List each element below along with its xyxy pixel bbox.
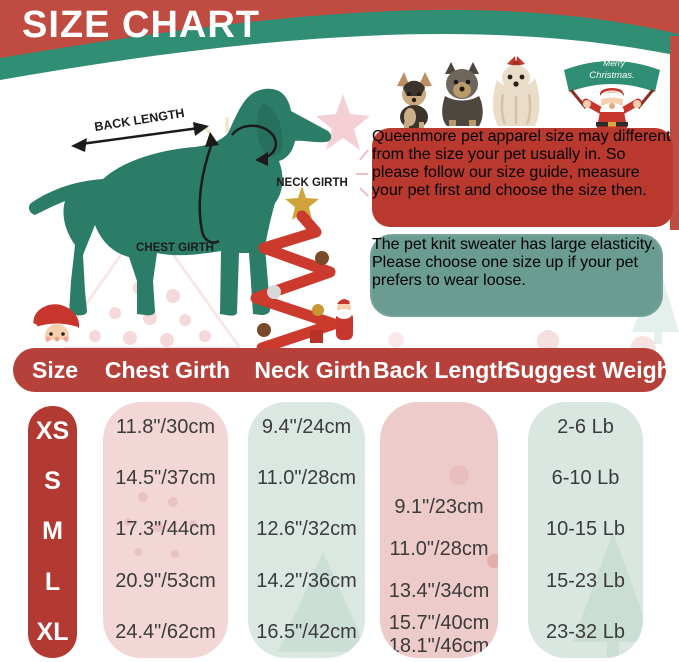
shih-tzu-illustration xyxy=(492,56,540,126)
table-cell: 15-23 Lb xyxy=(546,569,625,592)
table-cell: 10-15 Lb xyxy=(546,518,625,541)
table-cell: 6-10 Lb xyxy=(551,467,620,490)
mini-santa-ornament xyxy=(336,299,355,340)
header-back-length: Back Length xyxy=(372,357,512,383)
santa-illustration: Merry Christmas. xyxy=(564,58,660,138)
table-cell: 11.8"/30cm xyxy=(115,416,215,439)
back-length-label: BACK LENGTH xyxy=(93,106,185,134)
size-label-column: XS S M L XL xyxy=(28,406,77,658)
yorkie-illustration xyxy=(442,62,483,126)
size-label: S xyxy=(44,467,61,496)
pet-photos xyxy=(397,56,540,128)
chest-girth-column: 11.8"/30cm 14.5"/37cm 17.3"/44cm 20.9"/5… xyxy=(103,402,228,658)
faint-circle-decoration xyxy=(388,332,404,348)
chihuahua-illustration xyxy=(397,72,432,128)
flag-christmas-text: Christmas. xyxy=(589,70,634,81)
flag-merry-text: Merry xyxy=(603,58,625,68)
neck-girth-column: 9.4"/24cm 11.0"/28cm 12.6"/32cm 14.2"/36… xyxy=(248,402,365,658)
pinecone-ornament xyxy=(257,323,271,337)
chest-girth-label: CHEST GIRTH xyxy=(136,242,214,254)
header-suggest-weight: Suggest Weight xyxy=(505,357,679,383)
chest-girth-arrow xyxy=(198,132,220,244)
ribbon xyxy=(250,210,340,352)
red-banner-shape xyxy=(0,0,679,58)
back-length-arrow xyxy=(71,122,209,152)
silver-ball-ornament xyxy=(267,285,281,299)
page-title: SIZE CHART xyxy=(22,4,260,46)
size-label: XL xyxy=(36,618,69,647)
sizing-note: Queenmore pet apparel size may different… xyxy=(372,128,673,227)
table-cell: 11.0"/28cm xyxy=(256,467,356,490)
dog-silhouette-illustration: BACK LENGTH NECK GIRTH CHEST GIRTH xyxy=(28,88,348,316)
table-cell: 2-6 Lb xyxy=(557,416,614,439)
ribbon-tree-illustration xyxy=(250,186,355,352)
in-pill-dot-decoration xyxy=(449,465,469,485)
pinecone-ornament xyxy=(315,251,329,265)
size-label: L xyxy=(44,567,61,596)
elasticity-note: The pet knit sweater has large elasticit… xyxy=(372,236,661,315)
table-cell: 20.9"/53cm xyxy=(115,569,216,592)
table-cell: 13.4"/34cm xyxy=(388,579,490,602)
dog-body xyxy=(28,88,332,316)
header-chest-girth: Chest Girth xyxy=(104,357,231,383)
table-cell: 14.2"/36cm xyxy=(256,569,357,592)
top-banner xyxy=(0,0,679,230)
table-cell: 24.4"/62cm xyxy=(115,620,216,643)
table-cell: 18.1"/46cm xyxy=(388,635,490,657)
size-label: XS xyxy=(35,416,70,445)
table-cell: 9.1"/23cm xyxy=(394,495,484,518)
right-edge-red-strip xyxy=(670,36,679,230)
table-cell: 12.6"/32cm xyxy=(256,518,357,541)
in-pill-dot-decoration xyxy=(487,554,498,568)
table-cell: 9.4"/24cm xyxy=(261,416,352,439)
sizing-note-text: Queenmore pet apparel size may different… xyxy=(372,128,671,199)
green-band xyxy=(0,9,679,80)
table-cell: 23-32 Lb xyxy=(546,620,625,643)
header-neck-girth: Neck Girth xyxy=(254,357,371,383)
neck-girth-label: NECK GIRTH xyxy=(276,177,348,189)
size-label: M xyxy=(42,517,63,546)
gift-ornament xyxy=(310,330,323,343)
elasticity-note-text: The pet knit sweater has large elasticit… xyxy=(372,236,656,289)
table-cell: 11.0"/28cm xyxy=(389,537,489,560)
back-length-column: 9.1"/23cm 11.0"/28cm 13.4"/34cm 15.7"/40… xyxy=(380,402,498,658)
suggest-weight-column: 2-6 Lb 6-10 Lb 10-15 Lb 15-23 Lb 23-32 L… xyxy=(528,402,643,658)
table-header: Size Chest Girth Neck Girth Back Length … xyxy=(13,348,679,392)
neck-girth-arrow xyxy=(231,124,278,166)
santa-face-illustration xyxy=(27,304,80,349)
table-cell: 14.5"/37cm xyxy=(115,467,216,490)
table-cell: 16.5"/42cm xyxy=(256,620,357,643)
header-size: Size xyxy=(31,357,79,383)
gold-bell-ornament xyxy=(312,304,324,316)
table-cell: 15.7"/40cm xyxy=(388,612,490,634)
tree-star xyxy=(285,186,319,220)
table-cell: 17.3"/44cm xyxy=(115,518,216,541)
